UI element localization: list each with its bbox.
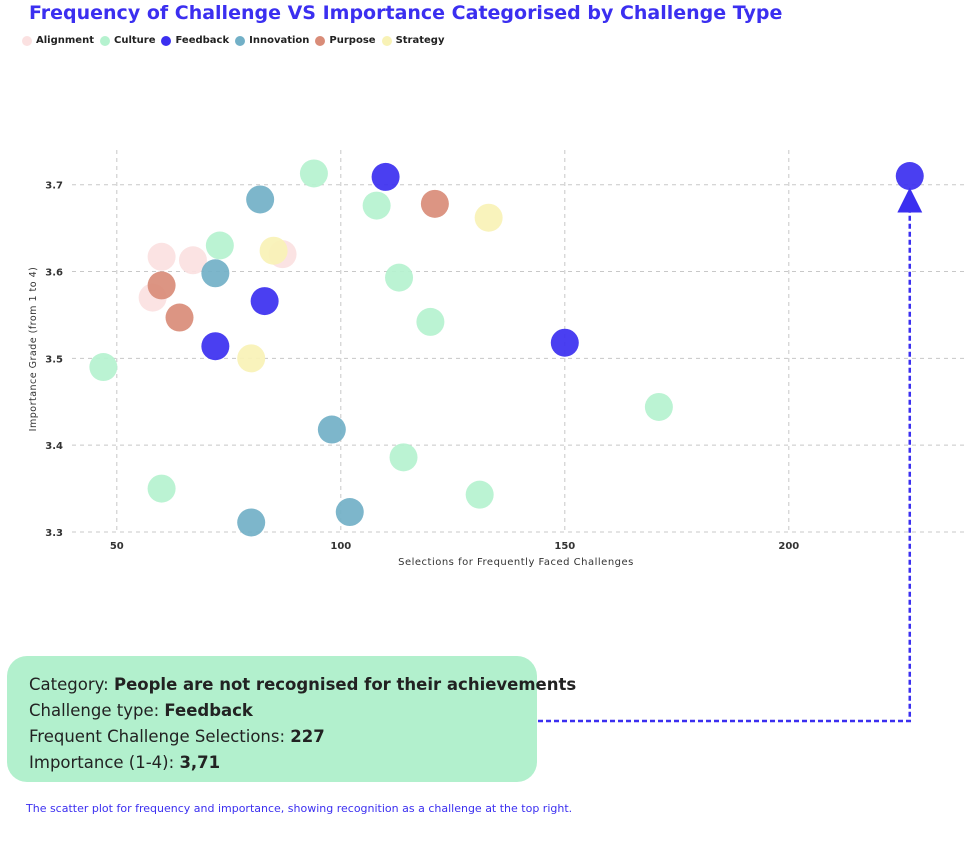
legend-item-feedback: Feedback bbox=[161, 35, 229, 46]
callout-selections-value: 227 bbox=[290, 727, 325, 746]
legend-swatch bbox=[315, 35, 326, 46]
legend-item-purpose: Purpose bbox=[315, 35, 376, 46]
point-culture bbox=[299, 159, 328, 188]
point-feedback bbox=[250, 287, 279, 316]
legend-swatch bbox=[99, 35, 110, 46]
legend-item-strategy: Strategy bbox=[381, 35, 445, 46]
y-tick-label: 3.7 bbox=[45, 181, 63, 192]
point-purpose bbox=[165, 303, 194, 332]
x-tick-label: 200 bbox=[778, 541, 799, 552]
legend-swatch bbox=[161, 35, 172, 46]
legend-swatch bbox=[235, 35, 246, 46]
caption: The scatter plot for frequency and impor… bbox=[26, 802, 573, 815]
point-culture bbox=[465, 480, 494, 509]
connector-arrow bbox=[538, 187, 923, 723]
callout-selections-label: Frequent Challenge Selections: bbox=[29, 727, 291, 746]
point-feedback bbox=[371, 162, 400, 191]
point-innovation bbox=[317, 415, 346, 444]
point-innovation bbox=[237, 508, 266, 537]
legend-label: Strategy bbox=[395, 35, 445, 46]
y-tick-label: 3.6 bbox=[45, 268, 63, 279]
point-culture bbox=[385, 263, 414, 292]
point-feedback bbox=[201, 332, 230, 361]
callout-type-row: Challenge type: Feedback bbox=[29, 698, 515, 724]
y-axis-label: Importance Grade (from 1 to 4) bbox=[28, 267, 39, 432]
callout-category-label: Category: bbox=[29, 675, 114, 694]
callout-importance-row: Importance (1-4): 3,71 bbox=[29, 750, 515, 776]
point-strategy bbox=[259, 236, 288, 265]
x-tick-label: 100 bbox=[330, 541, 351, 552]
legend-item-alignment: Alignment bbox=[22, 35, 94, 46]
point-culture bbox=[389, 443, 418, 472]
point-feedback bbox=[550, 328, 579, 357]
callout-importance-value: 3,71 bbox=[179, 753, 221, 772]
callout-selections-row: Frequent Challenge Selections: 227 bbox=[29, 724, 515, 750]
callout-importance-label: Importance (1-4): bbox=[29, 753, 180, 772]
legend-swatch bbox=[22, 35, 32, 46]
legend-swatch bbox=[381, 35, 392, 46]
point-culture bbox=[416, 307, 445, 336]
x-tick-label: 150 bbox=[554, 541, 575, 552]
point-innovation bbox=[246, 185, 275, 214]
y-tick-label: 3.5 bbox=[45, 354, 63, 365]
callout-type-value: Feedback bbox=[164, 701, 253, 720]
point-culture bbox=[644, 392, 673, 421]
callout-category-value: People are not recognised for their achi… bbox=[113, 675, 577, 694]
point-culture bbox=[147, 474, 176, 503]
legend-label: Culture bbox=[113, 35, 156, 46]
point-purpose bbox=[147, 271, 176, 300]
legend-label: Feedback bbox=[175, 35, 230, 46]
point-feedback bbox=[895, 162, 924, 191]
y-tick-label: 3.3 bbox=[45, 528, 63, 539]
point-culture bbox=[362, 191, 391, 220]
y-tick-label: 3.4 bbox=[45, 441, 63, 452]
callout-type-label: Challenge type: bbox=[29, 701, 165, 720]
legend-item-culture: Culture bbox=[99, 35, 156, 46]
x-tick-label: 50 bbox=[110, 541, 124, 552]
x-axis-label: Selections for Frequently Faced Challeng… bbox=[398, 557, 634, 568]
point-alignment bbox=[147, 242, 176, 271]
point-strategy bbox=[237, 344, 266, 373]
highlight-callout: Category: People are not recognised for … bbox=[7, 656, 576, 782]
chart-title: Frequency of Challenge VS Importance Cat… bbox=[29, 2, 783, 24]
point-innovation bbox=[335, 498, 364, 527]
legend-label: Innovation bbox=[249, 35, 310, 46]
callout-category-row: Category: People are not recognised for … bbox=[29, 672, 576, 698]
legend-item-innovation: Innovation bbox=[235, 35, 309, 46]
point-alignment bbox=[178, 246, 207, 275]
legend-label: Purpose bbox=[329, 35, 376, 46]
point-innovation bbox=[201, 259, 230, 288]
legend-label: Alignment bbox=[36, 35, 94, 46]
point-culture bbox=[89, 353, 118, 382]
point-culture bbox=[205, 231, 234, 260]
point-purpose bbox=[420, 189, 449, 218]
legend: Alignment Culture Feedback Innovation Purpos… bbox=[22, 35, 450, 46]
point-strategy bbox=[474, 203, 503, 232]
